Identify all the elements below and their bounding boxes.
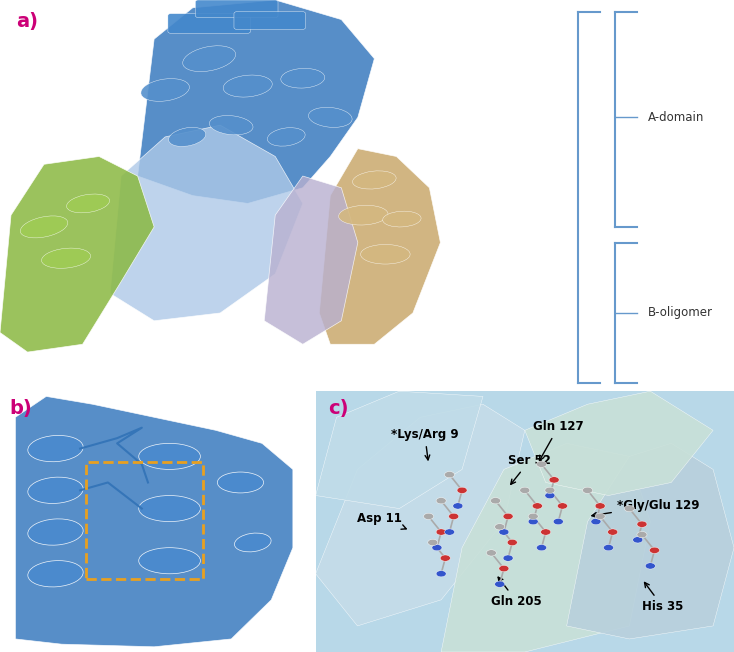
Polygon shape [441, 443, 650, 652]
Ellipse shape [352, 171, 396, 189]
Circle shape [537, 461, 547, 467]
Circle shape [545, 487, 555, 494]
Circle shape [625, 505, 634, 512]
Circle shape [583, 487, 592, 494]
Text: His 35: His 35 [642, 582, 683, 614]
Circle shape [436, 570, 446, 577]
Circle shape [436, 497, 446, 504]
Circle shape [445, 471, 454, 478]
Polygon shape [0, 156, 154, 352]
Polygon shape [316, 391, 483, 509]
FancyBboxPatch shape [234, 12, 305, 29]
Ellipse shape [234, 533, 271, 552]
FancyBboxPatch shape [168, 14, 250, 33]
Ellipse shape [183, 46, 236, 72]
Polygon shape [138, 0, 374, 203]
Text: Gln 205: Gln 205 [491, 577, 542, 608]
Circle shape [537, 544, 547, 551]
Circle shape [424, 513, 434, 520]
Ellipse shape [28, 561, 83, 587]
Ellipse shape [67, 194, 109, 213]
Text: *Lys/Arg 9: *Lys/Arg 9 [391, 428, 459, 460]
Polygon shape [264, 176, 358, 344]
Text: c): c) [328, 399, 349, 418]
Ellipse shape [382, 211, 421, 227]
Circle shape [507, 539, 517, 546]
Circle shape [453, 503, 463, 509]
Circle shape [650, 547, 660, 554]
Ellipse shape [28, 519, 83, 545]
Polygon shape [525, 391, 713, 496]
Circle shape [520, 487, 530, 494]
Circle shape [432, 544, 442, 551]
Ellipse shape [209, 115, 253, 135]
Circle shape [549, 477, 559, 483]
Ellipse shape [223, 75, 272, 97]
Ellipse shape [338, 205, 388, 225]
Circle shape [436, 529, 446, 535]
Polygon shape [567, 443, 734, 639]
Text: Asp 11: Asp 11 [357, 512, 406, 529]
Polygon shape [319, 149, 440, 344]
Circle shape [591, 518, 601, 525]
Circle shape [503, 555, 513, 561]
Circle shape [553, 518, 563, 525]
Ellipse shape [28, 436, 83, 462]
Circle shape [495, 581, 505, 587]
Circle shape [637, 521, 647, 527]
Circle shape [603, 544, 614, 551]
Text: *Gly/Glu 129: *Gly/Glu 129 [592, 499, 700, 517]
Ellipse shape [139, 548, 200, 574]
Text: A-domain: A-domain [647, 111, 704, 124]
Ellipse shape [141, 79, 189, 101]
Ellipse shape [360, 244, 410, 264]
Circle shape [528, 518, 538, 525]
Circle shape [557, 503, 567, 509]
Text: B-oligomer: B-oligomer [647, 306, 713, 319]
Ellipse shape [308, 108, 352, 127]
Ellipse shape [28, 477, 83, 503]
Circle shape [428, 539, 437, 546]
Circle shape [595, 513, 605, 520]
Polygon shape [316, 404, 525, 626]
Circle shape [445, 529, 454, 535]
Ellipse shape [21, 216, 68, 238]
Circle shape [499, 565, 509, 572]
Circle shape [637, 531, 647, 538]
Polygon shape [110, 125, 303, 321]
Circle shape [633, 537, 643, 543]
Circle shape [545, 492, 555, 499]
Circle shape [440, 555, 451, 561]
Circle shape [487, 550, 496, 556]
Circle shape [490, 497, 501, 504]
Text: a): a) [16, 12, 38, 31]
Text: b): b) [10, 399, 32, 418]
Ellipse shape [42, 248, 90, 268]
Circle shape [503, 513, 513, 520]
Circle shape [495, 524, 505, 530]
Circle shape [499, 529, 509, 535]
Circle shape [448, 513, 459, 520]
Ellipse shape [217, 472, 264, 493]
Circle shape [457, 487, 467, 494]
Ellipse shape [169, 127, 206, 147]
Ellipse shape [267, 128, 305, 146]
Circle shape [645, 563, 655, 569]
Ellipse shape [139, 443, 200, 469]
Text: Gln 127: Gln 127 [533, 421, 584, 460]
Circle shape [528, 513, 538, 520]
FancyBboxPatch shape [195, 0, 278, 18]
Text: Ser 52: Ser 52 [508, 454, 551, 484]
Ellipse shape [139, 496, 200, 522]
Circle shape [541, 529, 550, 535]
Circle shape [595, 503, 605, 509]
Ellipse shape [281, 68, 324, 88]
Polygon shape [15, 396, 293, 647]
Circle shape [532, 503, 542, 509]
Circle shape [608, 529, 618, 535]
